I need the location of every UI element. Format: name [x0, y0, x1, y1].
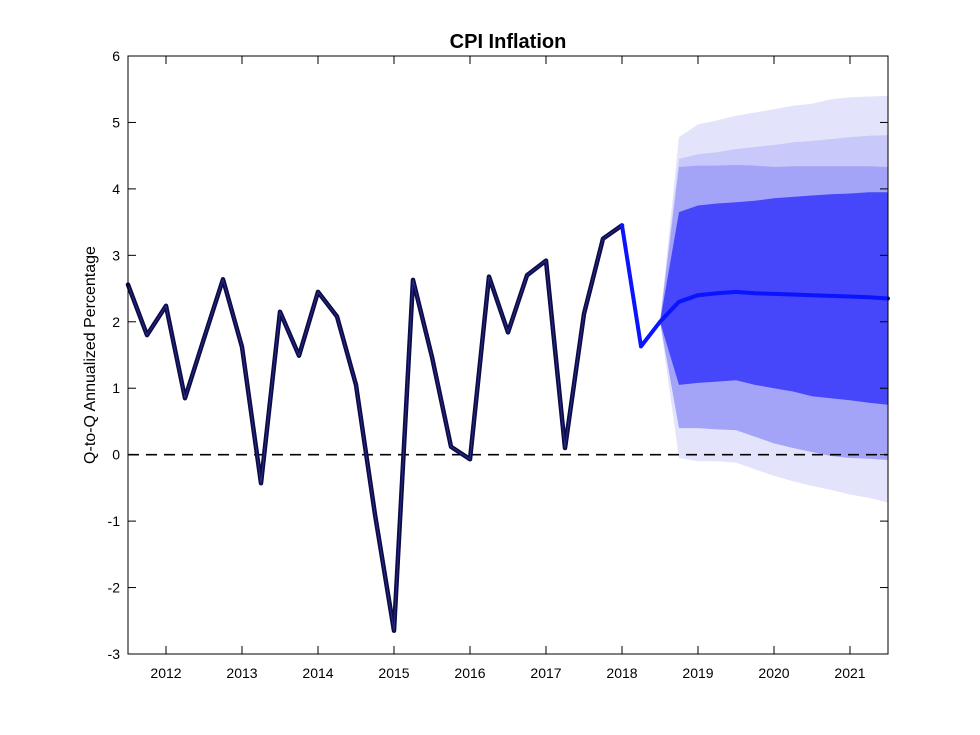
x-tick-label: 2017 [530, 665, 561, 681]
axes: -3 -2 -1 0 1 2 3 4 5 6 2012 2013 2014 2015 2016 2017 201… [108, 48, 889, 681]
y-tick-label: 0 [112, 447, 120, 463]
x-tick-label: 2021 [834, 665, 865, 681]
x-tick-label: 2018 [606, 665, 637, 681]
y-tick-label: -2 [108, 580, 121, 596]
y-tick-label: -1 [108, 513, 121, 529]
fan-band-inner [660, 192, 888, 405]
projection-median-line [620, 223, 890, 349]
y-tick-label: 4 [112, 181, 120, 197]
x-tick-label: 2020 [758, 665, 789, 681]
y-axis-label: Q-to-Q Annualized Percentage [82, 246, 99, 464]
x-tick-label: 2014 [302, 665, 333, 681]
history-line-highlight [127, 224, 623, 632]
x-tick-label: 2012 [150, 665, 181, 681]
x-tick-label: 2016 [454, 665, 485, 681]
y-tick-label: 3 [112, 247, 120, 263]
y-tick-label: -3 [108, 646, 121, 662]
y-tick-label: 1 [112, 380, 120, 396]
plot-frame [127, 55, 889, 655]
chart-title: CPI Inflation [450, 31, 567, 53]
x-tick-label: 2015 [378, 665, 409, 681]
y-tick-label: 2 [112, 314, 120, 330]
x-tick-label: 2013 [226, 665, 257, 681]
y-tick-label: 6 [112, 48, 120, 64]
fan-chart-bands [660, 95, 888, 503]
history-line [125, 223, 625, 633]
x-tick-label: 2019 [682, 665, 713, 681]
y-tick-label: 5 [112, 114, 120, 130]
data-lines [125, 223, 890, 633]
